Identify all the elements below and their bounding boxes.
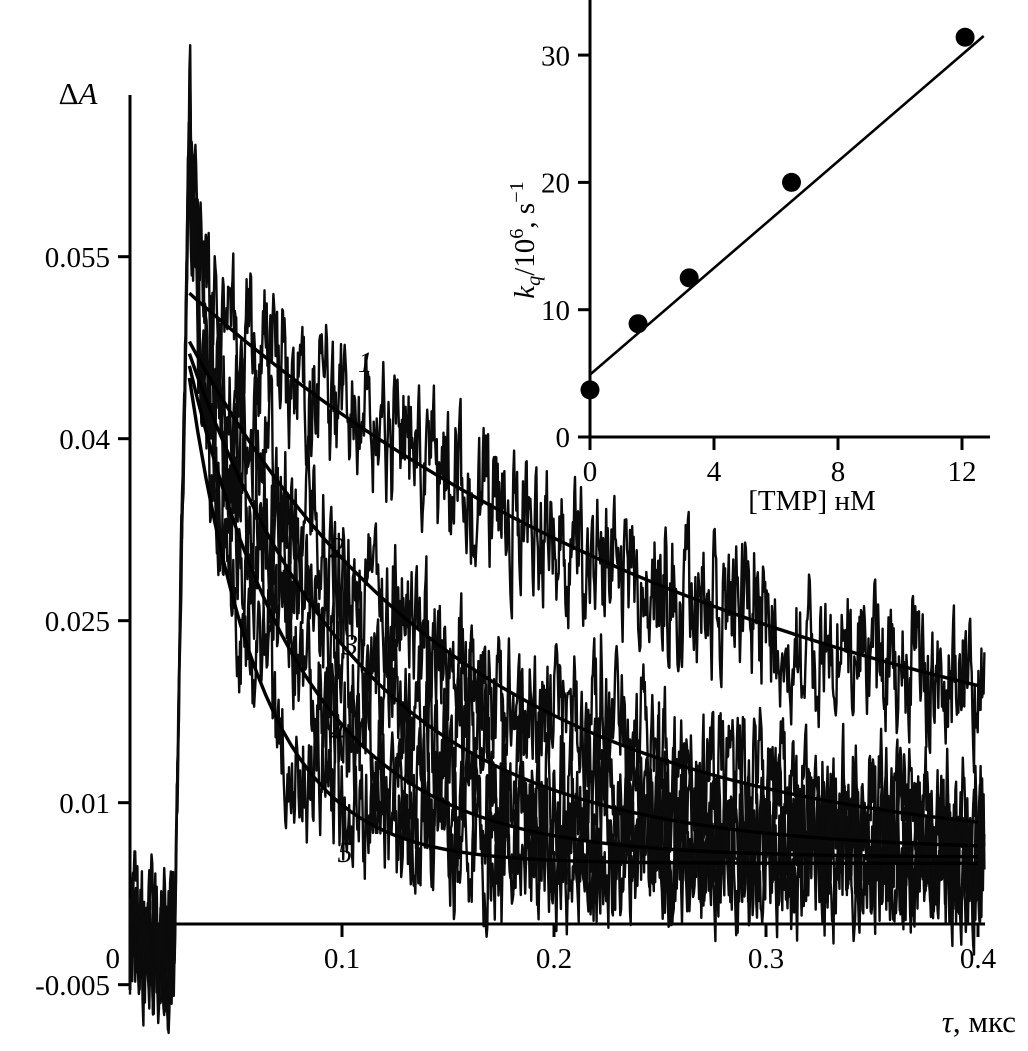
inset-data-point — [955, 27, 975, 47]
inset-x-axis-label: [TMP] нМ — [748, 485, 876, 517]
main-y-tick-label: 0.055 — [45, 242, 110, 274]
main-y-tick-label: 0.01 — [59, 788, 110, 820]
inset-data-point — [782, 172, 801, 192]
curve-label-5: 5 — [337, 836, 352, 869]
decay-fit-1 — [188, 291, 979, 688]
inset-fit-line — [589, 35, 985, 376]
decay-fit-2 — [187, 340, 979, 824]
main-x-tick-label: 0 — [106, 943, 121, 975]
inset-x-tick-label: 8 — [831, 456, 846, 488]
main-x-tick-label: 0.2 — [536, 943, 572, 975]
inset-y-tick-label: 0 — [556, 422, 571, 454]
main-y-tick-label: 0.025 — [45, 606, 110, 638]
inset-x-tick-label: 4 — [707, 456, 722, 488]
curve-label-2: 2 — [329, 532, 344, 565]
inset-x-tick-label: 12 — [948, 456, 977, 488]
inset-y-tick-label: 10 — [541, 295, 570, 327]
main-y-tick-label: -0.005 — [35, 970, 110, 1002]
decay-trace-2 — [128, 154, 986, 1031]
decay-fit-3 — [187, 353, 979, 848]
inset-data-point — [580, 380, 600, 400]
main-y-tick-label: 0.04 — [59, 424, 110, 456]
main-y-axis-label: ΔA — [59, 76, 99, 111]
inset-x-tick-label: 0 — [583, 456, 598, 488]
decay-fit-4 — [187, 365, 978, 859]
decay-trace-5 — [128, 140, 986, 995]
curve-label-4: 4 — [329, 716, 344, 749]
inset-y-tick-label: 20 — [541, 168, 570, 200]
inset-data-point — [628, 314, 648, 334]
decay-trace-1 — [128, 44, 986, 1025]
inset-data-point — [679, 268, 699, 288]
main-x-axis-label: τ, мкс — [942, 1004, 1016, 1039]
inset-y-axis-label: kq​/106​, s−1​ — [506, 181, 545, 299]
main-x-tick-label: 0.4 — [960, 943, 997, 975]
decay-fit-5 — [187, 377, 978, 865]
inset-y-tick-label: 30 — [541, 40, 570, 72]
main-x-tick-label: 0.1 — [324, 943, 360, 975]
main-x-tick-label: 0.3 — [748, 943, 784, 975]
curve-label-3: 3 — [342, 629, 358, 662]
curve-label-1: 1 — [358, 346, 373, 379]
